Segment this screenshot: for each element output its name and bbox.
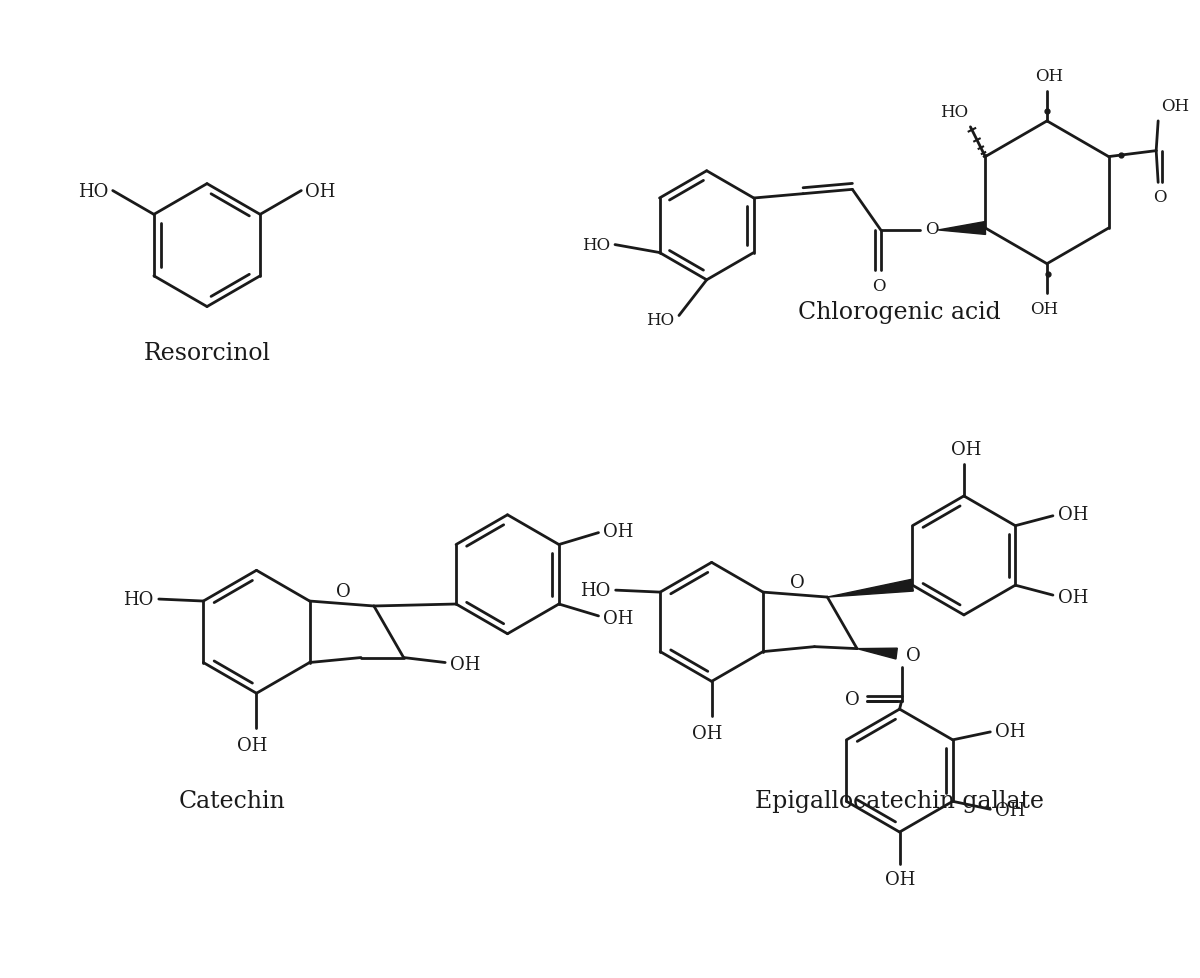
Text: OH: OH (604, 609, 634, 627)
Text: OH: OH (450, 656, 480, 674)
Text: OH: OH (995, 801, 1026, 820)
Text: HO: HO (646, 312, 674, 329)
Text: O: O (845, 690, 860, 708)
Text: Epigallocatechin gallate: Epigallocatechin gallate (755, 789, 1044, 812)
Text: OH: OH (604, 522, 634, 540)
Text: HO: HO (582, 237, 610, 254)
Text: OH: OH (1034, 68, 1063, 85)
Text: HO: HO (78, 182, 109, 200)
Text: Catechin: Catechin (179, 789, 286, 812)
Polygon shape (827, 580, 913, 598)
Text: OH: OH (1058, 506, 1088, 523)
Text: O: O (925, 221, 938, 239)
Text: OH: OH (1030, 301, 1058, 318)
Text: Resorcinol: Resorcinol (144, 341, 270, 364)
Polygon shape (938, 222, 985, 235)
Text: O: O (790, 573, 804, 591)
Text: HO: HO (581, 582, 611, 600)
Text: OH: OH (886, 869, 916, 888)
Text: OH: OH (692, 725, 722, 742)
Text: OH: OH (238, 736, 268, 754)
Polygon shape (857, 648, 898, 659)
Text: Chlorogenic acid: Chlorogenic acid (798, 300, 1001, 324)
Text: O: O (872, 278, 886, 294)
Text: OH: OH (305, 182, 336, 200)
Text: OH: OH (1058, 589, 1088, 606)
Text: O: O (336, 582, 352, 600)
Text: OH: OH (1162, 98, 1189, 114)
Text: O: O (1153, 189, 1166, 206)
Text: HO: HO (124, 591, 154, 608)
Text: O: O (906, 645, 920, 664)
Text: HO: HO (941, 104, 968, 120)
Text: OH: OH (950, 441, 982, 459)
Text: OH: OH (995, 722, 1026, 740)
